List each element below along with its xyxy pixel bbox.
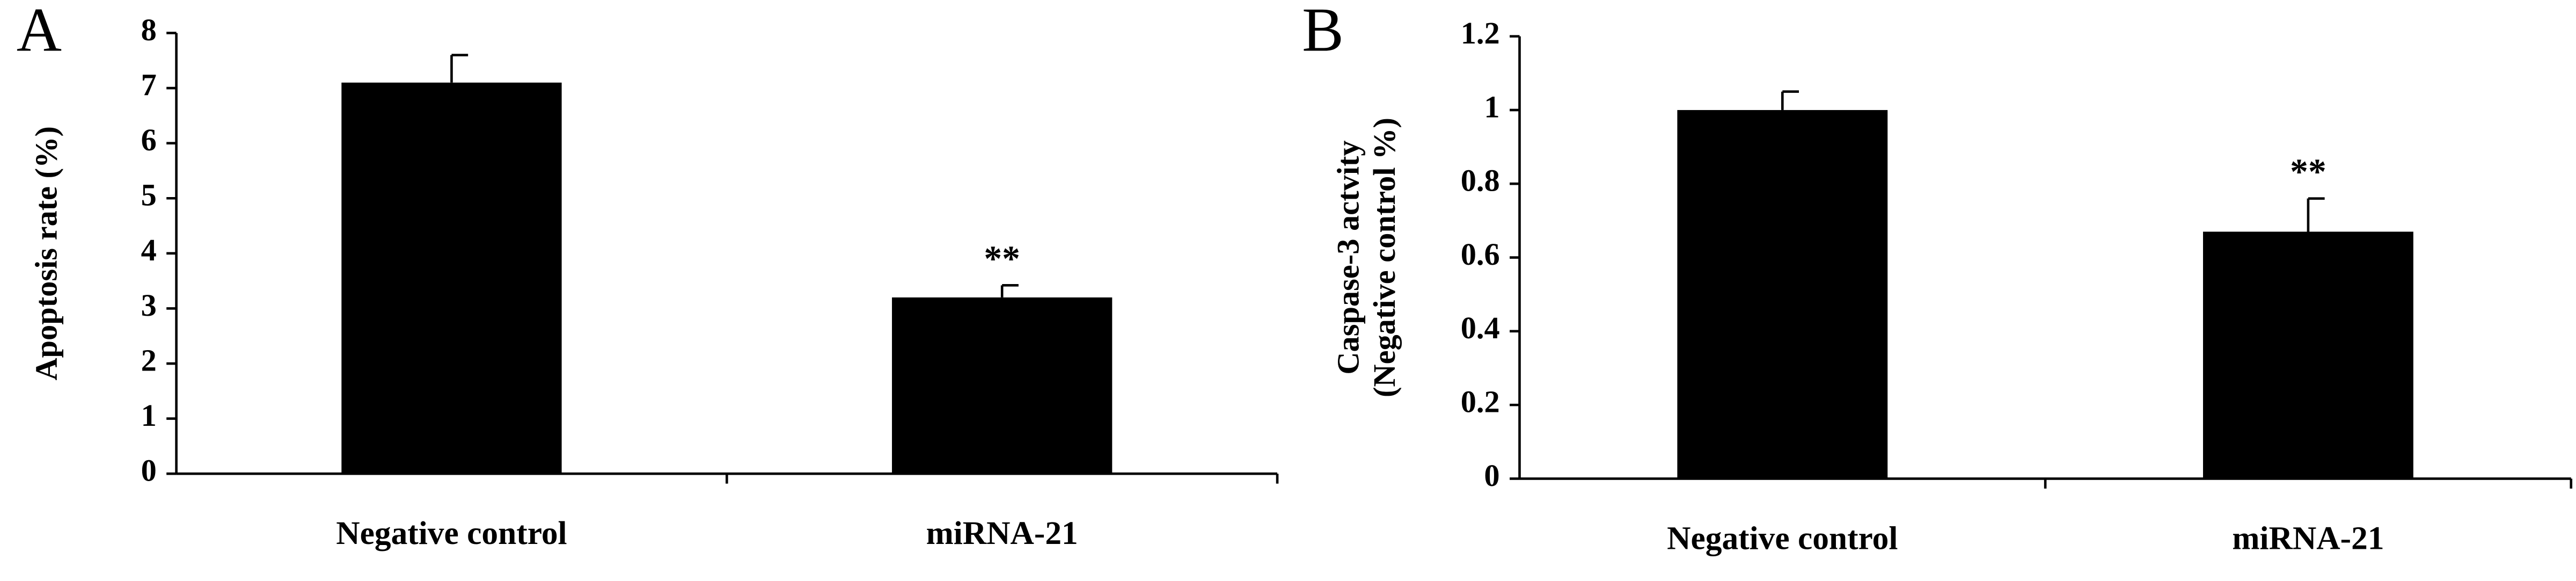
y-tick-label: 0.6	[1461, 237, 1500, 272]
error-bar	[1000, 284, 1019, 297]
y-axis-label: Apoptosis rate (%)	[29, 126, 64, 381]
x-tick-label: Negative control	[1667, 520, 1898, 556]
y-tick-label: 7	[141, 67, 157, 102]
y-tick-label: 0.2	[1461, 384, 1500, 419]
y-tick-label: 8	[141, 12, 157, 47]
x-tick-label: Negative control	[336, 515, 567, 551]
annotation: **	[2290, 151, 2326, 192]
y-tick-label: 0	[141, 453, 157, 488]
y-tick-label: 1.2	[1461, 16, 1500, 50]
bar	[2203, 231, 2413, 479]
error-bar	[450, 54, 469, 83]
y-axis-label: (Negative control %)	[1367, 118, 1402, 397]
x-tick-label: miRNA-21	[926, 515, 1078, 551]
y-tick-label: 0	[1484, 458, 1499, 493]
y-tick-label: 3	[141, 288, 157, 323]
y-tick-label: 5	[141, 178, 157, 213]
bar	[1677, 110, 1888, 479]
bar	[341, 82, 562, 474]
y-axis-label: Caspase-3 actvity	[1331, 140, 1366, 374]
x-tick-label: miRNA-21	[2232, 520, 2384, 556]
y-tick-label: 1	[141, 398, 157, 433]
y-tick-label: 6	[141, 122, 157, 157]
panel-label: B	[1302, 0, 1344, 64]
bar	[892, 297, 1113, 474]
y-tick-label: 4	[141, 233, 157, 267]
error-bar	[2307, 197, 2325, 232]
y-tick-label: 2	[141, 343, 157, 377]
y-tick-label: 1	[1484, 89, 1499, 124]
error-bar	[1781, 90, 1799, 110]
annotation: **	[984, 238, 1020, 279]
y-tick-label: 0.8	[1461, 163, 1500, 198]
panel-label: A	[17, 0, 62, 64]
y-tick-label: 0.4	[1461, 310, 1500, 345]
